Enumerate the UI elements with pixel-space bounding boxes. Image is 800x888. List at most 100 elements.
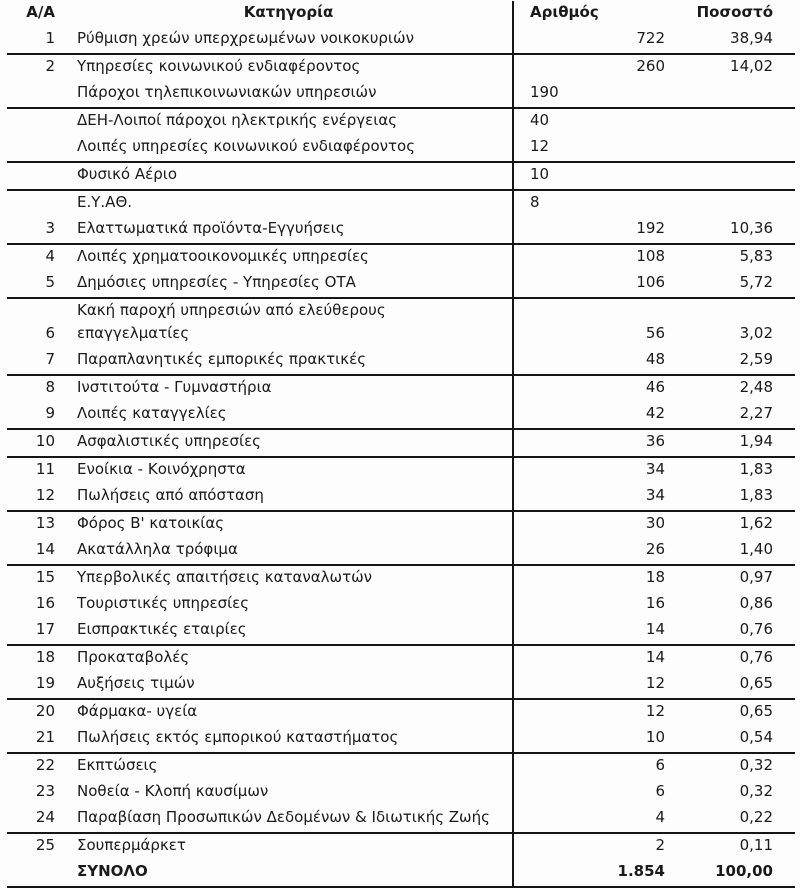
row-percent-cell: 0,22 bbox=[669, 806, 795, 834]
table-row: Φυσικό Αέριο 10 bbox=[7, 162, 795, 191]
row-percent-cell: 0,76 bbox=[739, 648, 773, 666]
row-index-cell: 6 bbox=[45, 324, 55, 342]
row-index-cell: 16 bbox=[35, 594, 55, 612]
row-index-cell: 3 bbox=[7, 217, 65, 245]
row-number-cell: 30 bbox=[512, 511, 669, 538]
row-category-cell: Πάροχοι τηλεπικοινωνιακών υπηρεσιών bbox=[65, 81, 513, 109]
row-number-cell: 26 bbox=[512, 538, 669, 566]
row-index-cell: 10 bbox=[7, 429, 65, 458]
row-index-cell: 12 bbox=[7, 484, 65, 512]
row-percent-cell bbox=[669, 81, 795, 109]
table-row: 25 Σουπερμάρκετ 2 0,11 bbox=[7, 833, 795, 860]
row-number-cell: 36 bbox=[512, 429, 669, 458]
table-row: 23 Νοθεία - Κλοπή καυσίμων 6 0,32 bbox=[7, 780, 795, 806]
row-number-cell: 6 bbox=[512, 753, 669, 780]
row-index-cell bbox=[7, 162, 65, 191]
row-percent-cell: 100,00 bbox=[669, 860, 795, 888]
table-row: 13 Φόρος Β' κατοικίας 30 1,62 bbox=[7, 511, 795, 538]
table-row: 22 Εκπτώσεις 6 0,32 bbox=[7, 753, 795, 780]
row-percent-cell: 10,36 bbox=[669, 217, 795, 245]
row-index-cell: 20 bbox=[35, 702, 55, 720]
row-percent-cell: 0,54 bbox=[669, 726, 795, 754]
table-row: 4 Λοιπές χρηματοοικονομικές υπηρεσίες 108 5… bbox=[7, 244, 795, 271]
row-category-cell: Κακή παροχή υπηρεσιών από ελεύθερους επα… bbox=[77, 301, 386, 342]
row-number-cell: 48 bbox=[512, 348, 669, 376]
row-percent-cell: 0,32 bbox=[739, 782, 773, 800]
row-number-cell: 56 bbox=[512, 298, 669, 348]
row-index-cell: 19 bbox=[7, 672, 65, 700]
row-category-cell: Αυξήσεις τιμών bbox=[65, 672, 513, 700]
row-number-cell: 192 bbox=[512, 217, 669, 245]
row-category-cell: Πωλήσεις από απόσταση bbox=[65, 484, 513, 512]
table-row: 11 Ενοίκια - Κοινόχρηστα 34 1,83 bbox=[7, 457, 795, 484]
table-row: Ε.Υ.ΑΘ. 8 bbox=[7, 190, 795, 217]
table-row: 7 Παραπλανητικές εμπορικές πρακτικές 48 2,5… bbox=[7, 348, 795, 376]
table-row: 3 Ελαττωματικά προϊόντα-Εγγυήσεις 192 10,36 bbox=[7, 217, 795, 245]
table-row: 21 Πωλήσεις εκτός εμπορικού καταστήματος 1… bbox=[7, 726, 795, 754]
row-index-cell: 7 bbox=[7, 348, 65, 376]
row-index-cell: 22 bbox=[35, 756, 55, 774]
row-index-cell: 1 bbox=[7, 27, 65, 55]
header-category: Κατηγορία bbox=[243, 3, 334, 21]
row-index-cell: 17 bbox=[7, 618, 65, 646]
row-percent-cell: 0,65 bbox=[739, 702, 773, 720]
row-percent-cell: 1,62 bbox=[739, 514, 773, 532]
row-number-cell: 2 bbox=[512, 833, 669, 860]
row-index-cell: 4 bbox=[45, 247, 55, 265]
row-index-cell: 21 bbox=[7, 726, 65, 754]
table-row: 1 Ρύθμιση χρεών υπερχρεωμένων νοικοκυριών… bbox=[7, 27, 795, 55]
header-aa: Α/Α bbox=[26, 3, 55, 21]
row-category-cell: Ελαττωματικά προϊόντα-Εγγυήσεις bbox=[65, 217, 513, 245]
complaints-table: Α/Α Κατηγορία Αριθμός Ποσοστό 1 Ρύθμιση χ… bbox=[7, 1, 795, 888]
row-percent-cell bbox=[669, 108, 795, 135]
row-category-cell: Λοιπές καταγγελίες bbox=[65, 402, 513, 430]
table-row: 10 Ασφαλιστικές υπηρεσίες 36 1,94 bbox=[7, 429, 795, 458]
row-index-cell bbox=[7, 135, 65, 163]
row-percent-cell: 0,86 bbox=[739, 594, 773, 612]
row-category-cell: Ασφαλιστικές υπηρεσίες bbox=[65, 429, 513, 458]
row-category-cell: Φάρμακα- υγεία bbox=[77, 702, 198, 720]
row-index-cell: 5 bbox=[7, 271, 65, 299]
row-index-cell: 9 bbox=[7, 402, 65, 430]
row-number-cell: 18 bbox=[512, 565, 669, 592]
row-index-cell bbox=[7, 81, 65, 109]
row-category-cell: ΣΥΝΟΛΟ bbox=[65, 860, 513, 888]
row-percent-cell: 0,76 bbox=[669, 618, 795, 646]
row-index-cell: 18 bbox=[35, 648, 55, 666]
table-row: Πάροχοι τηλεπικοινωνιακών υπηρεσιών 190 bbox=[7, 81, 795, 109]
row-percent-cell: 14,02 bbox=[730, 57, 773, 75]
table-row: 9 Λοιπές καταγγελίες 42 2,27 bbox=[7, 402, 795, 430]
table-row: 12 Πωλήσεις από απόσταση 34 1,83 bbox=[7, 484, 795, 512]
row-percent-cell: 1,83 bbox=[739, 460, 773, 478]
table-row: 24 Παραβίαση Προσωπικών Δεδομένων & Ιδιωτ… bbox=[7, 806, 795, 834]
table-row: 8 Ινστιτούτα - Γυμναστήρια 46 2,48 bbox=[7, 375, 795, 402]
row-percent-cell: 0,97 bbox=[739, 568, 773, 586]
row-index-cell: 8 bbox=[45, 378, 55, 396]
row-category-cell: Εκπτώσεις bbox=[77, 756, 158, 774]
header-number: Αριθμός bbox=[512, 1, 669, 27]
row-number-cell: 108 bbox=[512, 244, 669, 271]
row-number-cell: 34 bbox=[512, 457, 669, 484]
table-row: 2 Υπηρεσίες κοινωνικού ενδιαφέροντος 260 14… bbox=[7, 54, 795, 81]
row-number-cell: 40 bbox=[512, 108, 669, 135]
row-number-cell: 14 bbox=[512, 645, 669, 672]
table-row: 20 Φάρμακα- υγεία 12 0,65 bbox=[7, 699, 795, 726]
row-percent-cell: 0,65 bbox=[669, 672, 795, 700]
row-category-cell: Σουπερμάρκετ bbox=[77, 836, 186, 854]
row-index-cell bbox=[7, 108, 65, 135]
header-percent: Ποσοστό bbox=[696, 3, 773, 21]
row-percent-cell: 2,59 bbox=[669, 348, 795, 376]
table-row: Λοιπές υπηρεσίες κοινωνικού ενδιαφέροντο… bbox=[7, 135, 795, 163]
row-number-cell: 8 bbox=[512, 190, 669, 217]
table-body: 1 Ρύθμιση χρεών υπερχρεωμένων νοικοκυριών… bbox=[7, 27, 795, 888]
row-number-cell: 46 bbox=[512, 375, 669, 402]
row-number-cell: 722 bbox=[512, 27, 669, 55]
row-category-cell: Λοιπές χρηματοοικονομικές υπηρεσίες bbox=[77, 247, 369, 265]
row-category-cell: Ακατάλληλα τρόφιμα bbox=[65, 538, 513, 566]
row-category-cell: Ενοίκια - Κοινόχρηστα bbox=[77, 460, 246, 478]
row-number-cell: 10 bbox=[512, 162, 669, 191]
row-category-cell: Εισπρακτικές εταιρίες bbox=[65, 618, 513, 646]
row-index-cell: 25 bbox=[35, 836, 55, 854]
row-percent-cell: 2,27 bbox=[669, 402, 795, 430]
table-row: 15 Υπερβολικές απαιτήσεις καταναλωτών 18 0,… bbox=[7, 565, 795, 592]
